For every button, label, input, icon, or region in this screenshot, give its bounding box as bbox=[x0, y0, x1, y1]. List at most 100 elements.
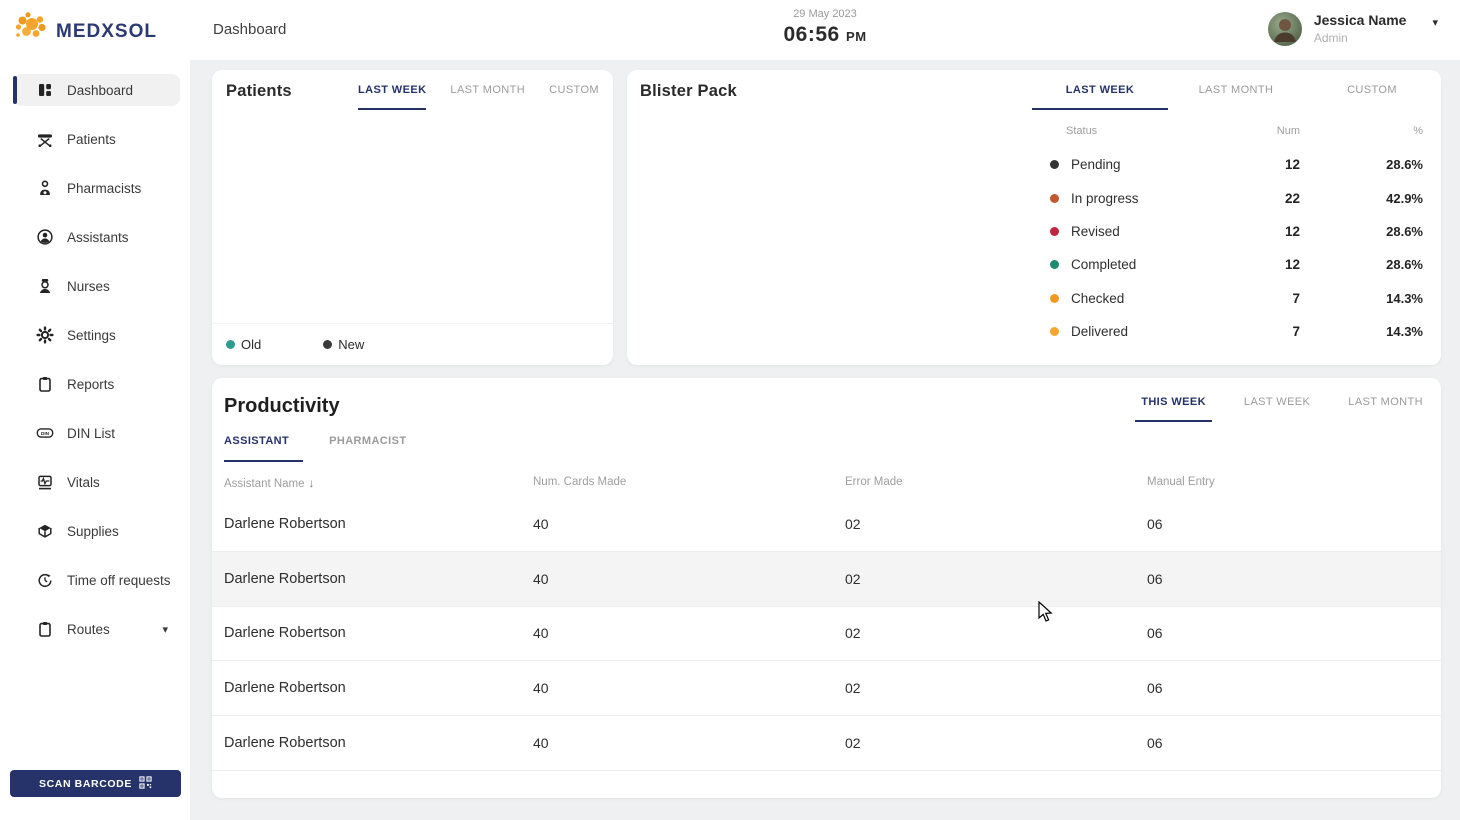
sidebar-item-label: Supplies bbox=[67, 523, 119, 539]
patients-legend: Old New bbox=[212, 323, 613, 365]
assistant-name: Darlene Robertson bbox=[224, 625, 346, 642]
patients-card-title: Patients bbox=[226, 82, 292, 100]
scan-barcode-button[interactable]: SCAN BARCODE bbox=[10, 770, 181, 797]
time-off-clock-icon bbox=[36, 571, 54, 589]
sidebar-item-nurses[interactable]: Nurses bbox=[13, 270, 180, 302]
tab-assistant[interactable]: ASSISTANT bbox=[224, 435, 304, 462]
table-row[interactable]: Darlene Robertson 40 02 06 bbox=[212, 606, 1441, 662]
status-percent: 14.3% bbox=[1386, 324, 1423, 340]
avatar bbox=[1267, 12, 1302, 46]
brand-logo-icon bbox=[12, 12, 48, 51]
status-dot bbox=[1050, 226, 1059, 236]
productivity-table-header: Assistant Name ↓ Num. Cards Made Error Ma… bbox=[212, 476, 1441, 505]
status-percent: 28.6% bbox=[1386, 257, 1423, 273]
table-row[interactable]: Darlene Robertson 40 02 06 bbox=[212, 661, 1441, 717]
sidebar-item-dashboard[interactable]: Dashboard bbox=[13, 74, 180, 106]
status-label: Delivered bbox=[1071, 324, 1129, 340]
clipboard-icon bbox=[36, 375, 54, 393]
blister-table-header: Status Num % bbox=[1050, 125, 1423, 137]
scan-barcode-label: SCAN BARCODE bbox=[39, 777, 132, 790]
sidebar-item-din-list[interactable]: DIN DIN List bbox=[13, 417, 180, 449]
tab-last-month[interactable]: LAST MONTH bbox=[450, 84, 526, 96]
sidebar-nav: Dashboard Patients bbox=[0, 74, 190, 662]
table-row[interactable]: Darlene Robertson 40 02 06 bbox=[212, 716, 1441, 771]
tab-custom[interactable]: CUSTOM bbox=[549, 84, 599, 96]
productivity-card: Productivity ASSISTANT PHARMACIST THIS W… bbox=[212, 378, 1441, 798]
tab-last-week[interactable]: LAST WEEK bbox=[1243, 396, 1311, 408]
sidebar-item-label: Assistants bbox=[67, 229, 129, 245]
status-num: 7 bbox=[1292, 324, 1300, 340]
status-num: 22 bbox=[1284, 190, 1300, 206]
sidebar-item-supplies[interactable]: Supplies bbox=[13, 515, 180, 547]
tab-custom[interactable]: CUSTOM bbox=[1347, 84, 1397, 96]
sidebar-item-label: Vitals bbox=[67, 474, 100, 490]
sidebar: MEDXSOL Dashboard bbox=[0, 0, 190, 820]
status-dot bbox=[1050, 193, 1059, 203]
legend-label: Old bbox=[241, 337, 262, 352]
table-row[interactable]: Darlene Robertson 40 02 06 bbox=[212, 497, 1441, 552]
tab-this-week[interactable]: THIS WEEK bbox=[1135, 396, 1212, 422]
sidebar-item-settings[interactable]: Settings bbox=[13, 319, 180, 351]
account-circle-icon bbox=[36, 228, 54, 246]
user-role: Admin bbox=[1313, 31, 1348, 45]
table-row: Checked 7 14.3% bbox=[1050, 282, 1423, 315]
patients-tabs: LAST WEEK LAST MONTH CUSTOM bbox=[358, 84, 599, 110]
status-label: Revised bbox=[1071, 223, 1120, 239]
tab-pharmacist[interactable]: PHARMACIST bbox=[329, 435, 407, 447]
sort-desc-icon[interactable]: ↓ bbox=[308, 476, 315, 490]
tab-last-week[interactable]: LAST WEEK bbox=[358, 84, 427, 110]
errors-made: 02 bbox=[845, 680, 861, 697]
legend-label: New bbox=[338, 337, 365, 352]
table-row: Revised 12 28.6% bbox=[1050, 215, 1423, 248]
tab-last-month[interactable]: LAST MONTH bbox=[1198, 84, 1274, 96]
sidebar-item-patients[interactable]: Patients bbox=[13, 123, 180, 155]
status-label: Completed bbox=[1071, 257, 1137, 273]
table-row: Delivered 7 14.3% bbox=[1050, 315, 1423, 348]
legend-item-old: Old bbox=[226, 337, 261, 352]
blister-chart-area bbox=[641, 130, 1021, 345]
time-suffix: PM bbox=[846, 29, 867, 44]
breadcrumb: Dashboard bbox=[213, 21, 287, 38]
assistant-name: Darlene Robertson bbox=[224, 570, 346, 587]
blister-tabs: LAST WEEK LAST MONTH CUSTOM bbox=[1032, 84, 1440, 110]
table-row[interactable]: Darlene Robertson 40 02 06 bbox=[212, 551, 1441, 607]
time-label: 06:56 PM bbox=[783, 23, 867, 46]
errors-made: 02 bbox=[845, 735, 861, 752]
sidebar-item-pharmacists[interactable]: Pharmacists bbox=[13, 172, 180, 204]
user-name: Jessica Name bbox=[1313, 12, 1407, 28]
chevron-down-icon[interactable]: ▾ bbox=[162, 623, 168, 636]
status-num: 7 bbox=[1292, 290, 1300, 306]
dashboard-icon bbox=[36, 81, 54, 99]
column-assistant-name[interactable]: Assistant Name ↓ bbox=[224, 476, 315, 490]
manual-entry: 06 bbox=[1147, 680, 1163, 697]
active-indicator bbox=[13, 76, 17, 104]
table-row: Completed 12 28.6% bbox=[1050, 248, 1423, 281]
sidebar-item-assistants[interactable]: Assistants bbox=[13, 221, 180, 253]
top-header: Dashboard 29 May 2023 06:56 PM Jessica N… bbox=[190, 0, 1460, 60]
sidebar-item-label: Pharmacists bbox=[67, 180, 142, 196]
column-percent: % bbox=[1413, 125, 1423, 137]
patients-chart-area bbox=[226, 130, 599, 305]
sidebar-item-routes[interactable]: Routes ▾ bbox=[13, 613, 180, 645]
status-dot bbox=[1050, 160, 1059, 170]
sidebar-item-label: Reports bbox=[67, 376, 115, 392]
tab-last-month[interactable]: LAST MONTH bbox=[1348, 396, 1423, 408]
user-menu[interactable]: Jessica Name Admin ▾ bbox=[1267, 12, 1438, 46]
column-manual-entry: Manual Entry bbox=[1147, 476, 1215, 488]
period-tabs: THIS WEEK LAST WEEK LAST MONTH bbox=[1135, 396, 1429, 422]
cards-made: 40 bbox=[533, 515, 549, 532]
sidebar-item-vitals[interactable]: Vitals bbox=[13, 466, 180, 498]
chevron-down-icon[interactable]: ▾ bbox=[1432, 17, 1438, 29]
sidebar-item-label: Settings bbox=[67, 327, 116, 343]
pharmacist-icon bbox=[36, 179, 54, 197]
stretcher-icon bbox=[36, 130, 54, 148]
cards-made: 40 bbox=[533, 570, 549, 587]
column-num: Num bbox=[1276, 125, 1300, 137]
tab-last-week[interactable]: LAST WEEK bbox=[1032, 84, 1168, 110]
productivity-rows: Darlene Robertson 40 02 06 Darlene Rober… bbox=[212, 497, 1441, 771]
sidebar-item-reports[interactable]: Reports bbox=[13, 368, 180, 400]
sidebar-item-time-off[interactable]: Time off requests bbox=[13, 564, 180, 596]
sidebar-item-label: DIN List bbox=[67, 425, 116, 441]
box-icon bbox=[36, 522, 54, 540]
